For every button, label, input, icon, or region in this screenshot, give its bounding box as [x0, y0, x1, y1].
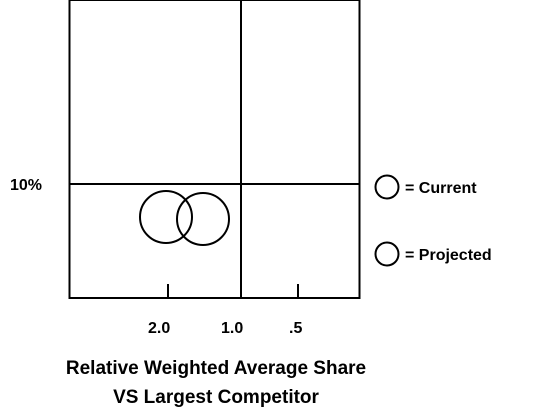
axis-title-line2: VS Largest Competitor	[113, 387, 319, 408]
current-position-circle	[139, 190, 193, 244]
legend-current-label: = Current	[405, 180, 477, 197]
legend-current-circle-icon	[374, 174, 400, 200]
x-tick-label-2: 2.0	[148, 320, 170, 337]
y-tick-label: 10%	[10, 177, 42, 194]
axis-title-line1: Relative Weighted Average Share	[66, 358, 366, 379]
x-tick-label-1: 1.0	[221, 320, 243, 337]
legend-projected-label: = Projected	[405, 247, 492, 264]
x-tick-label-05: .5	[289, 320, 302, 337]
projected-position-circle	[176, 192, 230, 246]
matrix-frame	[68, 0, 361, 299]
legend-projected-circle-icon	[374, 241, 400, 267]
